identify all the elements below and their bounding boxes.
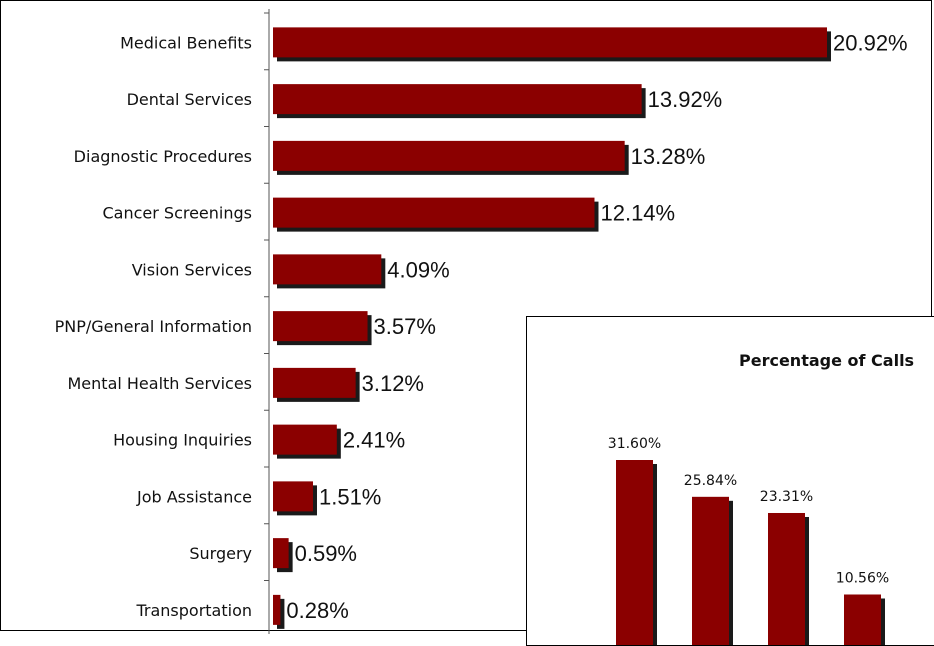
category-label: Medical Benefits: [120, 33, 252, 52]
inset-bar: [768, 512, 805, 645]
category-label: Mental Health Services: [68, 374, 253, 393]
value-label: 0.59%: [295, 541, 357, 566]
bar-shadow: [277, 598, 285, 629]
category-label: Dental Services: [127, 90, 252, 109]
value-label: 13.92%: [648, 87, 723, 112]
value-label: 20.92%: [833, 30, 908, 55]
inset-value-label: 23.31%: [760, 489, 813, 505]
category-label: Transportation: [135, 601, 252, 620]
inset-chart-panel: Percentage of Calls 31.60% 25.84% 23.31% 10…: [526, 316, 934, 646]
value-label: 3.12%: [362, 371, 424, 396]
bar: [273, 197, 595, 228]
category-label: Vision Services: [132, 260, 252, 279]
bar: [273, 140, 625, 171]
category-label: Cancer Screenings: [102, 204, 252, 223]
value-label: 12.14%: [600, 201, 675, 226]
value-label: 2.41%: [343, 428, 405, 453]
bar: [273, 84, 642, 115]
category-label: Diagnostic Procedures: [74, 147, 252, 166]
bar: [273, 594, 281, 625]
bar: [273, 311, 368, 342]
inset-value-label: 10.56%: [836, 570, 889, 586]
inset-value-label: 25.84%: [684, 473, 737, 489]
category-label: Surgery: [189, 544, 252, 563]
value-label: 3.57%: [374, 314, 436, 339]
inset-chart-title: Percentage of Calls: [739, 351, 915, 370]
value-label: 1.51%: [319, 484, 381, 509]
value-label: 13.28%: [631, 144, 706, 169]
bar: [273, 424, 337, 455]
inset-bar-chart: 31.60% 25.84% 23.31% 10.56%: [608, 436, 889, 645]
inset-bar: [616, 460, 653, 645]
category-label: PNP/General Information: [55, 317, 252, 336]
value-label: 4.09%: [387, 257, 449, 282]
value-label: 0.28%: [286, 598, 348, 623]
category-label: Job Assistance: [136, 487, 252, 506]
bar: [273, 254, 382, 285]
inset-value-label: 31.60%: [608, 436, 661, 452]
bar: [273, 481, 313, 512]
bar: [273, 367, 356, 398]
inset-bar: [844, 594, 881, 645]
inset-bar: [692, 496, 729, 645]
bar: [273, 538, 289, 569]
main-bar-chart: Medical Benefits 20.92% Dental Services 13.…: [55, 9, 908, 634]
bar: [273, 27, 827, 58]
category-label: Housing Inquiries: [113, 431, 252, 450]
